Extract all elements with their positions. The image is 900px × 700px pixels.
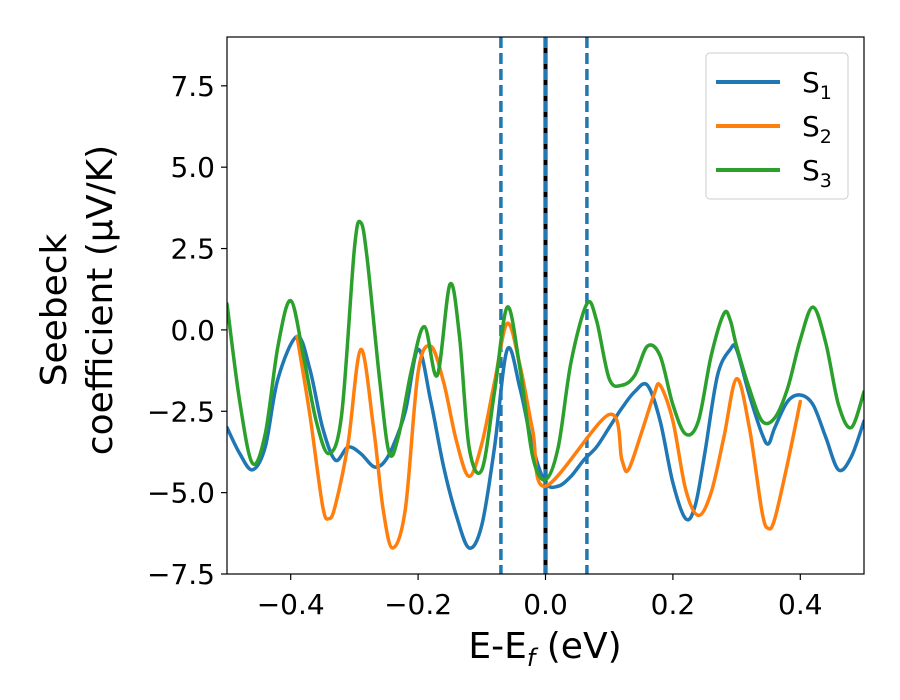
legend-label-s2: S2 xyxy=(802,110,832,148)
legend-label-s3: S3 xyxy=(802,154,832,192)
x-axis-title: E-Ef (eV) xyxy=(468,626,621,672)
legend-label-s1: S1 xyxy=(802,66,832,104)
legend-label-main: S xyxy=(802,154,820,187)
y-tick-label: 0.0 xyxy=(170,314,215,347)
series-line-s1 xyxy=(227,334,864,550)
series-lines xyxy=(227,219,864,550)
series-line-s3 xyxy=(227,219,864,482)
y-axis-title-line2: coefficient (μV/K) xyxy=(80,145,121,455)
x-tick-label: 0.0 xyxy=(523,588,568,621)
y-tick-label: −7.5 xyxy=(147,558,215,591)
y-axis-ticks: −7.5 −5.0 −2.5 0.0 2.5 5.0 7.5 xyxy=(147,70,227,591)
x-axis-ticks: −0.4 −0.2 0.0 0.2 0.4 xyxy=(257,574,823,621)
x-axis-title-unit: (eV) xyxy=(535,626,621,667)
x-tick-label: 0.4 xyxy=(778,588,823,621)
x-axis-title-main: E-E xyxy=(468,626,526,667)
y-axis-title: Seebeck coefficient (μV/K) xyxy=(34,145,121,455)
x-tick-label: 0.2 xyxy=(651,588,696,621)
x-tick-label: −0.2 xyxy=(384,588,452,621)
legend-label-sub: 3 xyxy=(820,170,832,192)
legend-label-sub: 1 xyxy=(820,82,832,104)
x-tick-label: −0.4 xyxy=(257,588,325,621)
y-tick-label: 2.5 xyxy=(170,233,215,266)
y-tick-label: 7.5 xyxy=(170,70,215,103)
y-tick-label: −5.0 xyxy=(147,477,215,510)
y-tick-label: 5.0 xyxy=(170,151,215,184)
y-tick-label: −2.5 xyxy=(147,395,215,428)
legend-label-main: S xyxy=(802,110,820,143)
legend-label-sub: 2 xyxy=(820,126,832,148)
legend-label-main: S xyxy=(802,66,820,99)
y-axis-title-line1: Seebeck xyxy=(34,233,75,386)
